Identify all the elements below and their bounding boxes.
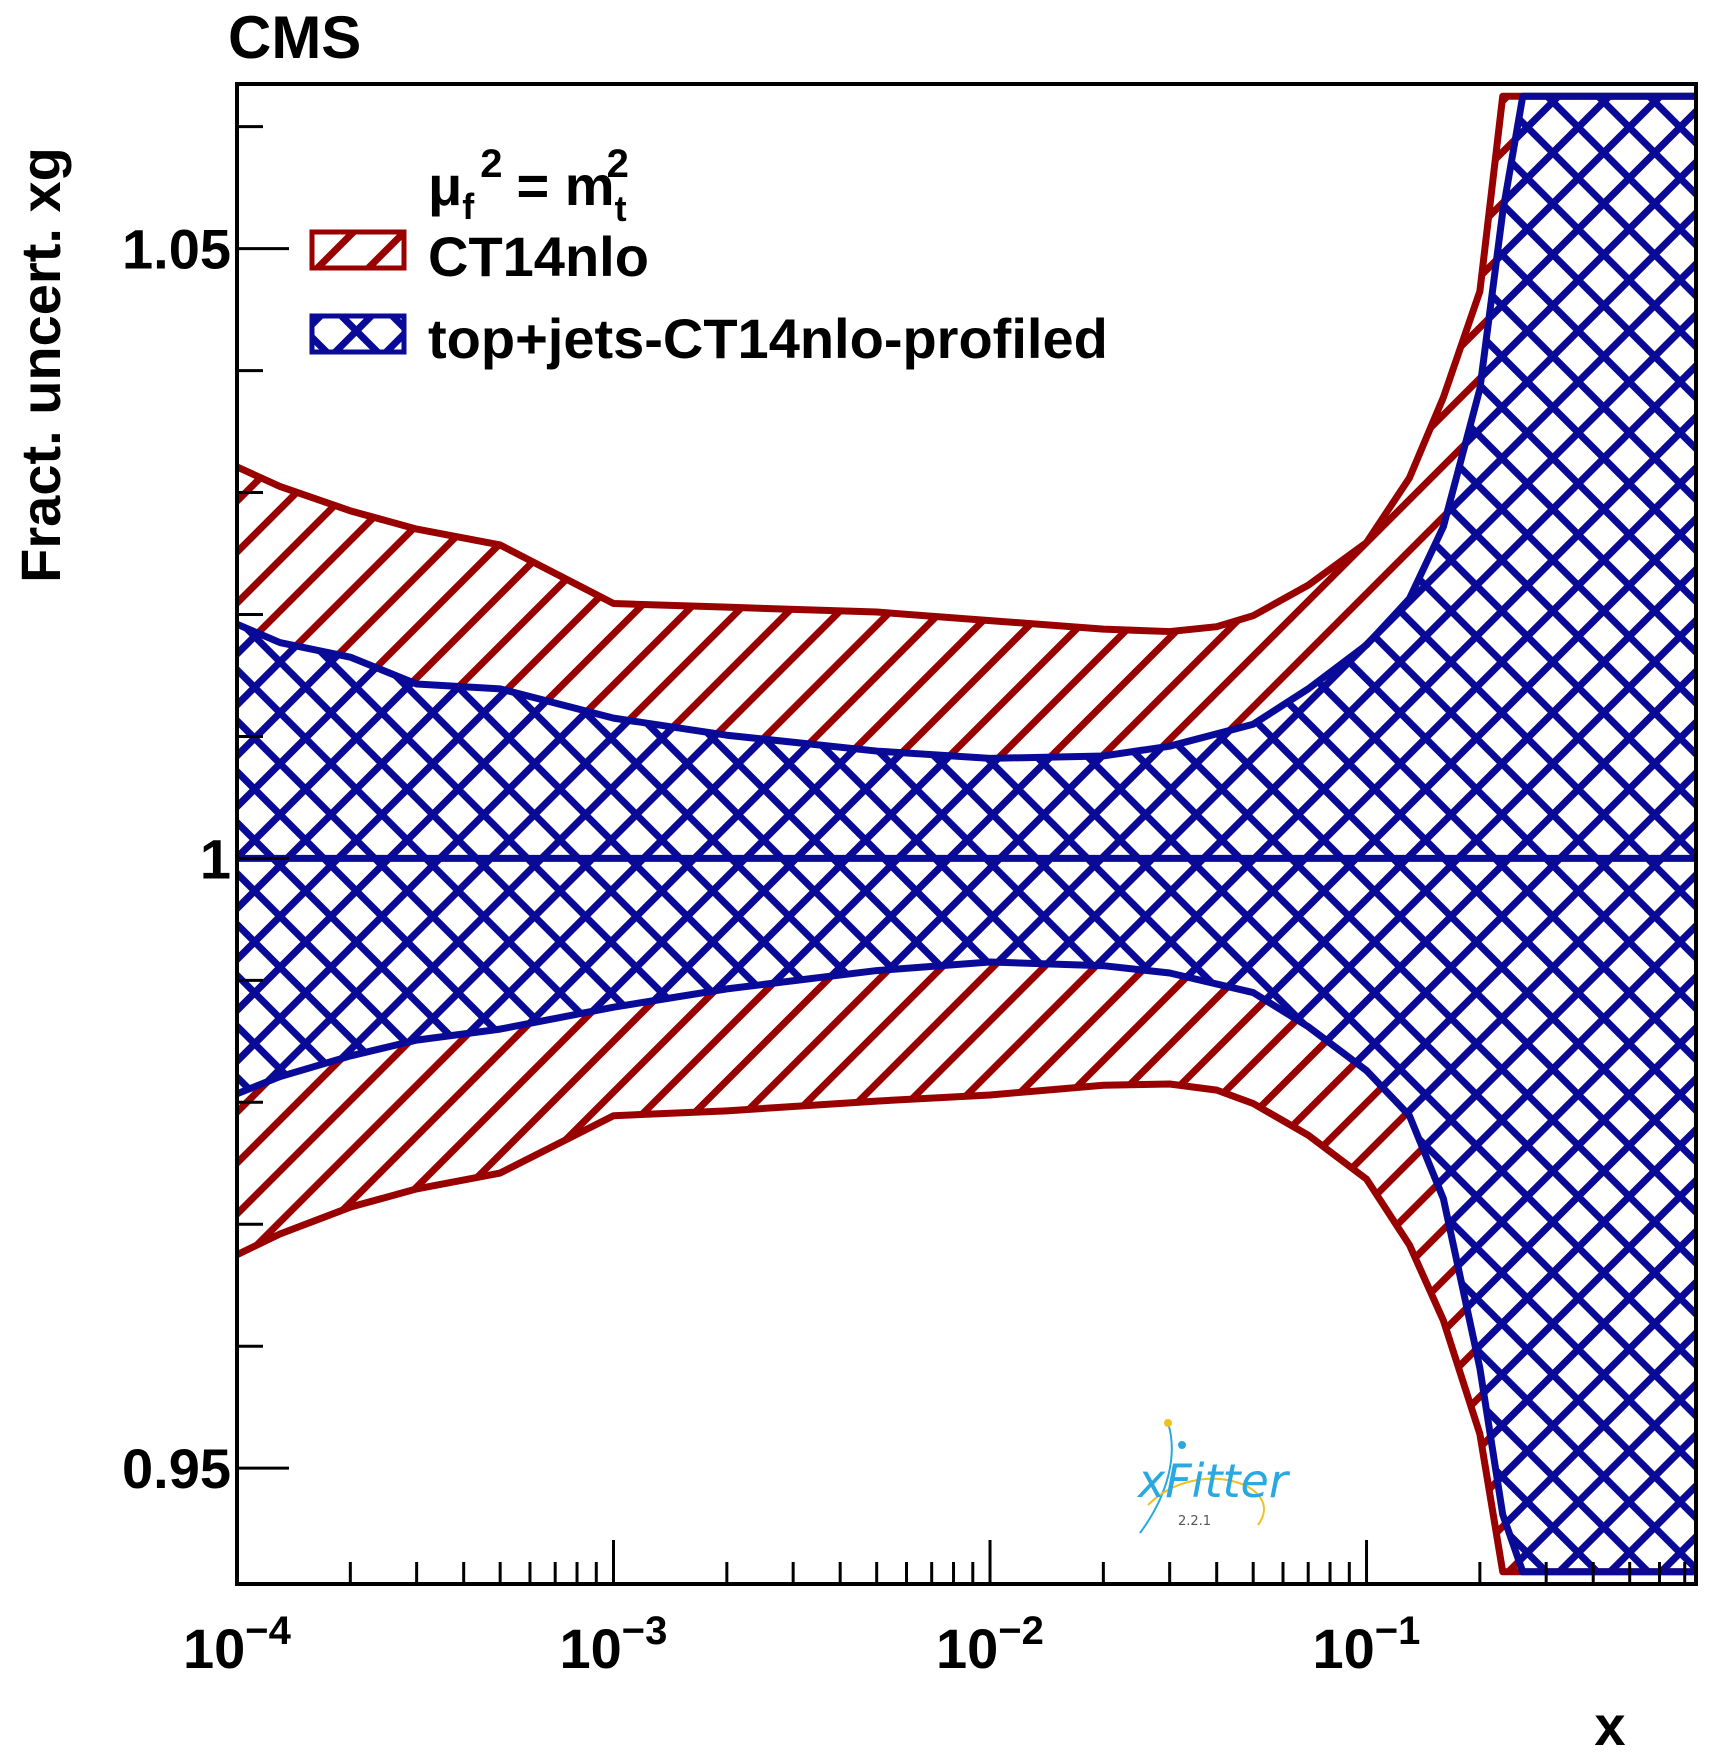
logo-dot-2: [1178, 1441, 1186, 1449]
x-tick-label-0: 10−4: [183, 1609, 292, 1680]
logo-version: 2.2.1: [1178, 1514, 1211, 1529]
axis-ticks: 10−4 10−3 10−2 10−1 0.95 1 1.05: [122, 125, 1687, 1680]
logo-swoosh: [1139, 1422, 1173, 1534]
legend-label-profiled: top+jets-CT14nlo-profiled: [428, 307, 1108, 370]
y-tick-label-1: 1: [200, 827, 231, 890]
logo-arc: [1147, 1477, 1265, 1526]
band-edge-upper-0: [237, 92, 1696, 636]
legend-scale-f: f: [462, 186, 475, 227]
x-tick-label-3: 10−1: [1313, 1609, 1421, 1680]
band-edge-upper-1: [237, 92, 1696, 762]
legend: μf2 = mt2 CT14nlo top+jets-CT14nlo-profil…: [309, 142, 1108, 370]
legend-scale-mu: μ: [428, 154, 462, 217]
legend-scale-t-exp: 2: [607, 142, 629, 186]
x-axis-title: x: [1594, 1694, 1625, 1757]
y-axis-title: Fract. uncert. xg: [9, 147, 72, 583]
legend-swatch-ct14nlo: [309, 229, 407, 271]
experiment-label: CMS: [228, 4, 361, 71]
x-tick-label-2: 10−2: [936, 1609, 1044, 1680]
legend-scale-t: t: [615, 188, 627, 229]
y-tick-label-2: 1.05: [122, 218, 231, 281]
legend-scale-eq: = m: [517, 154, 615, 217]
band-edge-lower-0: [237, 1080, 1696, 1576]
band-fill-1: [237, 96, 1696, 1572]
y-tick-label-0: 0.95: [122, 1437, 231, 1500]
logo-dot-1: [1164, 1419, 1172, 1427]
plot-frame: [235, 82, 1698, 1586]
legend-label-ct14nlo: CT14nlo: [428, 225, 649, 288]
logo-name: xFitter: [1136, 1454, 1291, 1508]
uncertainty-bands: [237, 92, 1696, 1576]
legend-swatch-profiled: [309, 313, 407, 355]
legend-scale-exp: 2: [480, 142, 502, 186]
xfitter-logo: xFitter 2.2.1: [1136, 1419, 1291, 1534]
legend-scale-label: μf2 = mt2: [428, 142, 629, 229]
x-tick-label-1: 10−3: [560, 1609, 668, 1680]
band-edge-lower-1: [237, 958, 1696, 1576]
